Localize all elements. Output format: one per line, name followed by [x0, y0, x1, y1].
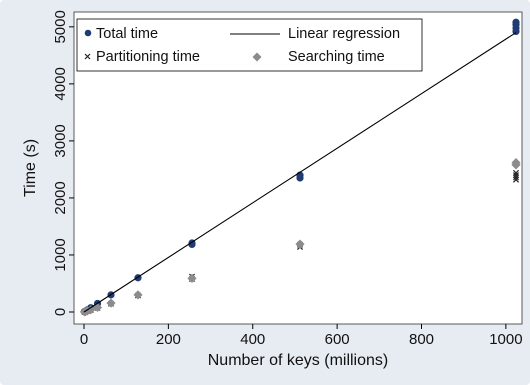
partitioning-time-point-15 [512, 169, 520, 176]
y-tick-label-3: 3000 [52, 124, 69, 157]
x-axis-title: Number of keys (millions) [208, 352, 388, 369]
y-axis-title: Time (s) [22, 139, 39, 197]
y-tick-label-5: 5000 [52, 10, 69, 43]
partitioning-time-point-13 [512, 174, 520, 181]
legend: Total time Linear regression Partitionin… [76, 18, 423, 72]
axes: 0 200 400 600 800 1000 0 1000 2000 3000 4000 5000 [52, 10, 523, 348]
x-tick-label-2: 400 [240, 331, 265, 348]
total-time-point-15 [512, 18, 520, 26]
searching-time-point-7 [133, 290, 143, 300]
legend-box [76, 18, 423, 72]
searching-time-point-9 [295, 239, 305, 249]
partitioning-time-point-12 [512, 176, 520, 183]
partitioning-time-point-14 [512, 172, 520, 179]
searching-time-point-11 [511, 157, 521, 168]
searching-time-point-8 [187, 273, 197, 283]
legend-marker-total-time [84, 29, 92, 37]
x-tick-label-5: 1000 [489, 331, 522, 348]
x-tick-label-0: 0 [80, 331, 88, 348]
legend-marker-partitioning-time [84, 53, 91, 60]
regression-line [83, 32, 517, 313]
searching-time-point-6 [106, 298, 116, 308]
legend-label-partitioning-time: Partitioning time [96, 49, 200, 65]
y-tick-label-2: 2000 [52, 181, 69, 214]
legend-label-searching-time: Searching time [288, 49, 385, 65]
legend-label-total-time: Total time [96, 26, 158, 42]
x-tick-label-4: 800 [409, 331, 434, 348]
y-tick-label-0: 0 [52, 308, 69, 316]
x-tick-label-1: 200 [156, 331, 181, 348]
y-tick-label-4: 4000 [52, 67, 69, 100]
legend-marker-searching-time [252, 52, 262, 62]
y-tick-label-1: 1000 [52, 238, 69, 271]
legend-label-regression: Linear regression [288, 26, 400, 42]
series-layer [79, 18, 521, 317]
x-tick-label-3: 600 [325, 331, 350, 348]
